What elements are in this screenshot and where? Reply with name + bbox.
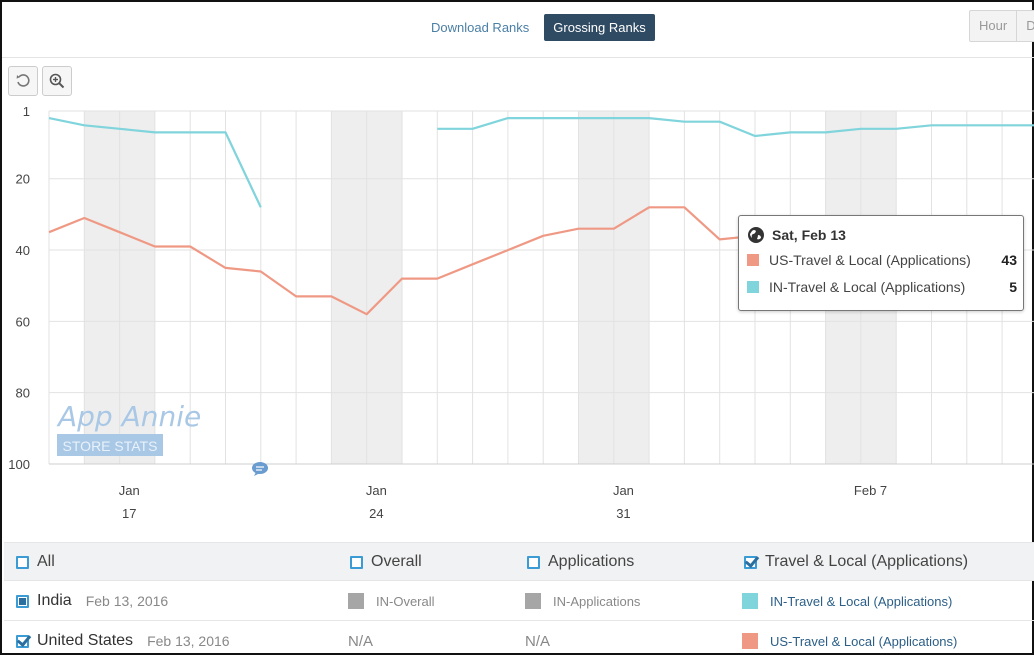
row-date: Feb 13, 2016 <box>147 633 230 649</box>
x-tick-day-label: 31 <box>616 506 630 521</box>
day-button[interactable]: D <box>1017 11 1034 41</box>
in-color-swatch <box>747 281 759 293</box>
legend-header: All Overall Applications Travel & Local … <box>4 542 1034 580</box>
india-checkbox[interactable] <box>16 594 29 608</box>
tooltip-series-value: 5 <box>1009 279 1017 295</box>
tooltip-series-value: 43 <box>1001 252 1017 268</box>
legend-travel[interactable]: Travel & Local (Applications) <box>744 543 968 581</box>
legend-all[interactable]: All <box>16 543 55 581</box>
row-country[interactable]: India Feb 13, 2016 <box>16 581 168 621</box>
zoom-in-icon <box>49 73 65 89</box>
watermark-subtitle: STORE STATS <box>63 438 158 454</box>
grossing-ranks-tab[interactable]: Grossing Ranks <box>544 14 655 41</box>
series-toggle-us-travel[interactable]: US-Travel & Local (Applications) <box>742 621 957 655</box>
x-tick-label: Jan <box>613 483 634 498</box>
x-tick-label: Feb 7 <box>854 483 887 498</box>
legend-overall[interactable]: Overall <box>350 543 422 581</box>
y-tick-label: 80 <box>16 386 30 401</box>
series-swatch <box>742 633 758 649</box>
download-ranks-tab[interactable]: Download Ranks <box>431 20 530 35</box>
in-series-line <box>437 116 1034 138</box>
undo-icon <box>16 74 30 87</box>
granularity-selector: Hour D <box>969 10 1034 42</box>
all-checkbox[interactable] <box>16 555 29 569</box>
series-toggle-in-applications[interactable]: IN-Applications <box>525 581 640 621</box>
na-label: N/A <box>348 632 374 650</box>
na-cell: N/A <box>348 621 373 655</box>
us-series-line <box>48 206 756 316</box>
tooltip-date: Sat, Feb 13 <box>772 227 846 243</box>
legend-all-label: All <box>37 553 55 570</box>
tooltip-header: Sat, Feb 13 <box>747 226 846 244</box>
legend-travel-label: Travel & Local (Applications) <box>765 553 969 570</box>
overall-checkbox[interactable] <box>350 555 363 569</box>
series-label: IN-Travel & Local (Applications) <box>770 593 953 609</box>
series-toggle-in-overall[interactable]: IN-Overall <box>348 581 435 621</box>
watermark: App Annie STORE STATS <box>56 400 201 456</box>
y-tick-label: 20 <box>16 172 30 187</box>
country-name: India <box>37 592 72 609</box>
rank-chart: App Annie STORE STATS 1 20 40 60 80 100 Jan 17… <box>8 104 1034 521</box>
reset-zoom-button[interactable] <box>8 66 38 96</box>
series-swatch <box>742 593 758 609</box>
y-tick-label: 1 <box>23 104 30 119</box>
x-tick-label: Jan <box>119 483 140 498</box>
us-color-swatch <box>747 254 759 266</box>
series-swatch <box>348 593 364 609</box>
na-cell: N/A <box>525 621 550 655</box>
na-label: N/A <box>525 632 551 650</box>
row-country[interactable]: United States Feb 13, 2016 <box>16 621 230 655</box>
x-tick-day-label: 24 <box>369 506 383 521</box>
zoom-button[interactable] <box>42 66 72 96</box>
legend-applications-label: Applications <box>548 553 635 570</box>
legend-applications[interactable]: Applications <box>527 543 634 581</box>
tooltip-row-in: IN-Travel & Local (Applications) 5 <box>747 279 1017 295</box>
globe-icon <box>748 227 764 243</box>
table-row: United States Feb 13, 2016 N/A N/A US-Tr… <box>4 620 1034 655</box>
chart-tooltip: Sat, Feb 13 US-Travel & Local (Applicati… <box>738 215 1024 311</box>
series-label: IN-Applications <box>553 593 641 609</box>
series-label: US-Travel & Local (Applications) <box>770 633 958 649</box>
x-tick-label: Jan <box>366 483 387 498</box>
travel-checkbox[interactable] <box>744 555 757 569</box>
y-tick-label: 40 <box>16 243 30 258</box>
hour-button[interactable]: Hour <box>970 11 1018 41</box>
tooltip-row-us: US-Travel & Local (Applications) 43 <box>747 252 1017 268</box>
country-name: United States <box>37 632 134 649</box>
y-tick-label: 60 <box>16 314 30 329</box>
series-swatch <box>525 593 541 609</box>
watermark-title: App Annie <box>56 400 201 433</box>
us-checkbox[interactable] <box>16 634 29 648</box>
series-label: IN-Overall <box>376 593 435 609</box>
top-bar: Download Ranks Grossing Ranks Hour D <box>2 2 1034 58</box>
applications-checkbox[interactable] <box>527 555 540 569</box>
table-row: India Feb 13, 2016 IN-Overall IN-Applica… <box>4 580 1034 620</box>
annotation-icon[interactable] <box>252 462 268 476</box>
legend-overall-label: Overall <box>371 553 422 570</box>
series-toggle-in-travel[interactable]: IN-Travel & Local (Applications) <box>742 581 952 621</box>
in-series-line <box>48 117 262 208</box>
y-tick-label: 100 <box>8 457 30 472</box>
x-tick-day-label: 17 <box>122 506 136 521</box>
tooltip-series-name: IN-Travel & Local (Applications) <box>769 279 966 295</box>
row-date: Feb 13, 2016 <box>85 593 169 609</box>
tooltip-series-name: US-Travel & Local (Applications) <box>769 252 971 268</box>
